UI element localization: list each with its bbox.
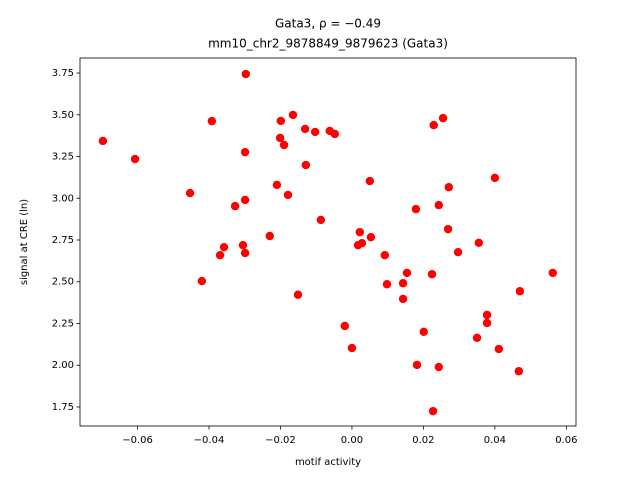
point (494, 344, 504, 354)
point (444, 183, 453, 192)
point (215, 250, 225, 260)
y-axis-label: signal at CRE (ln) (19, 199, 30, 285)
y-tick-label: 3.25 (52, 152, 74, 163)
point (412, 360, 422, 370)
chart-subtitle: mm10_chr2_9878849_9879623 (Gata3) (208, 37, 448, 51)
point (398, 279, 408, 288)
point (482, 310, 492, 320)
point (241, 69, 251, 79)
x-tick-label: −0.04 (194, 435, 225, 446)
point (438, 113, 448, 123)
point (272, 180, 282, 190)
point (472, 333, 482, 343)
point (219, 242, 229, 252)
x-tick-label: 0.06 (555, 435, 577, 446)
x-tick-label: 0.00 (341, 435, 363, 446)
x-tick-label: −0.06 (122, 435, 153, 446)
point (240, 147, 250, 157)
point (276, 116, 286, 126)
point (240, 195, 250, 205)
point (207, 116, 217, 126)
x-tick-label: −0.02 (265, 435, 296, 446)
point (279, 140, 289, 150)
point (275, 133, 285, 143)
y-tick-label: 2.25 (52, 318, 74, 329)
y-tick-label: 2.00 (52, 360, 74, 371)
point (300, 124, 310, 134)
y-tick-label: 2.75 (52, 235, 74, 246)
point (310, 127, 320, 137)
point (98, 136, 108, 146)
point (482, 318, 492, 328)
y-tick-label: 1.75 (52, 402, 74, 413)
point (357, 238, 367, 248)
point (347, 343, 357, 353)
point (490, 173, 500, 183)
x-tick-label: 0.02 (412, 435, 434, 446)
chart-title: Gata3, ρ = −0.49 (275, 17, 381, 31)
point (265, 231, 274, 241)
point (402, 268, 412, 278)
point (316, 215, 326, 225)
point (453, 247, 463, 257)
point (283, 190, 293, 200)
point (301, 160, 311, 170)
plot-frame (79, 57, 577, 427)
point (548, 268, 557, 278)
point (419, 327, 428, 337)
point (230, 201, 240, 211)
point (240, 248, 250, 258)
point (434, 362, 443, 372)
point (238, 240, 248, 250)
point (515, 287, 525, 296)
y-tick-label: 3.00 (52, 193, 74, 204)
point (427, 270, 437, 279)
point (197, 276, 207, 286)
point (434, 200, 443, 210)
x-axis-label: motif activity (295, 457, 361, 468)
point (474, 238, 484, 248)
point (411, 204, 421, 214)
point (130, 154, 140, 164)
point (429, 120, 438, 130)
point (293, 290, 303, 299)
y-tick-label: 3.75 (52, 68, 74, 79)
point (382, 280, 392, 289)
y-tick-label: 2.50 (52, 277, 74, 288)
point (288, 110, 298, 120)
x-tick-label: 0.04 (484, 435, 506, 446)
point (340, 321, 349, 331)
point (366, 232, 376, 242)
point (380, 250, 390, 260)
point (443, 224, 453, 234)
point (428, 406, 438, 416)
point (185, 188, 195, 198)
point (365, 176, 375, 186)
point (330, 129, 339, 139)
point (398, 294, 408, 304)
y-tick-label: 3.50 (52, 110, 74, 121)
point (355, 227, 365, 237)
point (514, 367, 524, 376)
